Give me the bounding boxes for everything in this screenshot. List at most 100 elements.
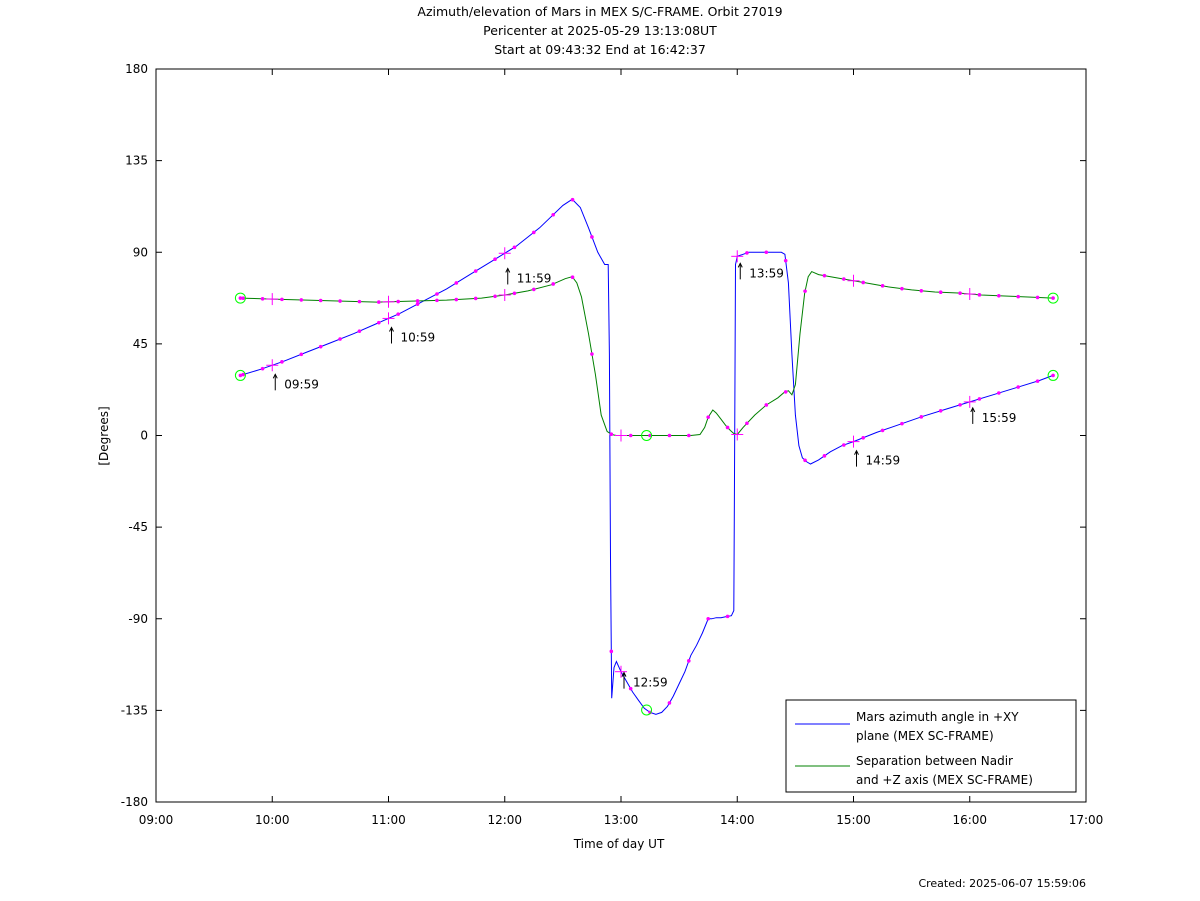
- chart-subtitle-start-end: Start at 09:43:32 End at 16:42:37: [494, 42, 706, 57]
- x-tick-label: 10:00: [255, 813, 290, 827]
- series-marker-separation: [725, 425, 730, 430]
- series-marker-azimuth: [842, 443, 846, 447]
- series-marker-azimuth: [570, 197, 575, 202]
- series-marker-separation: [590, 352, 594, 356]
- annotation-label: 10:59: [401, 330, 436, 344]
- series-marker-azimuth: [880, 428, 885, 433]
- series-marker-separation: [377, 300, 381, 304]
- series-marker-separation: [338, 299, 342, 303]
- series-marker-azimuth: [415, 302, 420, 306]
- series-marker-azimuth: [357, 329, 362, 333]
- endpoint-dot-azimuth: [238, 373, 243, 378]
- y-axis-label: [Degrees]: [97, 406, 111, 465]
- endpoint-circle-azimuth: [1047, 369, 1059, 381]
- series-marker-azimuth: [977, 397, 982, 401]
- series-marker-azimuth: [1035, 379, 1040, 383]
- series-marker-azimuth: [241, 372, 245, 377]
- y-tick-label: 135: [125, 154, 148, 168]
- series-marker-separation: [648, 433, 652, 438]
- series-marker-separation: [958, 291, 962, 295]
- series-marker-azimuth: [377, 320, 381, 325]
- series-marker-azimuth: [958, 403, 962, 407]
- series-marker-separation: [241, 296, 245, 300]
- chart-title: Azimuth/elevation of Mars in MEX S/C-FRA…: [417, 4, 783, 19]
- marker-layer: [234, 197, 1059, 716]
- series-marker-azimuth: [783, 258, 788, 263]
- series-marker-azimuth: [725, 614, 730, 619]
- series-marker-separation: [667, 433, 672, 438]
- series-marker-azimuth: [435, 292, 439, 296]
- series-marker-azimuth: [493, 257, 497, 262]
- annotation-label: 13:59: [749, 266, 784, 280]
- annotation-label: 11:59: [517, 271, 552, 285]
- series-marker-separation: [900, 286, 904, 291]
- legend-label-separation-line1: Separation between Nadir: [856, 754, 1013, 768]
- series-marker-azimuth: [299, 352, 304, 357]
- legend-label-azimuth-line2: plane (MEX SC-FRAME): [856, 729, 994, 743]
- series-marker-azimuth: [919, 415, 924, 419]
- series-marker-azimuth: [532, 230, 536, 235]
- y-tick-label: 180: [125, 62, 148, 76]
- x-tick-label: 15:00: [836, 813, 871, 827]
- series-marker-azimuth: [338, 337, 342, 341]
- y-tick-label: 0: [140, 429, 148, 443]
- series-marker-separation: [454, 297, 459, 302]
- series-marker-azimuth: [687, 659, 691, 663]
- series-marker-azimuth: [609, 649, 614, 654]
- series-marker-separation: [783, 390, 788, 394]
- series-marker-azimuth: [822, 454, 827, 458]
- series-marker-separation: [687, 433, 691, 438]
- x-tick-label: 11:00: [371, 813, 406, 827]
- y-tick-label: -45: [128, 520, 148, 534]
- endpoint-dot-azimuth: [1051, 373, 1055, 378]
- series-marker-separation: [435, 298, 439, 303]
- series-marker-separation: [880, 284, 885, 288]
- series-marker-separation: [357, 299, 362, 304]
- series-marker-separation: [745, 421, 749, 426]
- series-marker-azimuth: [667, 701, 672, 705]
- endpoint-circle-azimuth: [234, 369, 246, 381]
- pericenter-circle-separation: [641, 430, 653, 441]
- x-tick-label: 09:00: [139, 813, 174, 827]
- series-marker-separation: [706, 415, 710, 419]
- legend-label-azimuth-line1: Mars azimuth angle in +XY: [856, 710, 1019, 724]
- annotation-label: 15:59: [982, 411, 1017, 425]
- series-layer: [240, 198, 1054, 715]
- series-marker-separation: [803, 289, 807, 293]
- annotation-layer: 09:59 10:59 11:59 12:59 13:59 14:59 15:59: [272, 262, 1017, 690]
- y-tick-label: -180: [121, 795, 148, 809]
- series-marker-separation: [570, 275, 575, 279]
- x-tick-label: 16:00: [952, 813, 987, 827]
- annotation-arrowhead: [970, 406, 976, 413]
- series-marker-azimuth: [706, 616, 710, 621]
- series-marker-separation: [977, 293, 982, 297]
- series-marker-separation: [1035, 295, 1040, 300]
- series-marker-azimuth: [454, 281, 459, 285]
- series-marker-azimuth: [1016, 385, 1020, 389]
- x-tick-label: 12:00: [487, 813, 522, 827]
- axes: 09:00 10:00 11:00 12:00 13:00 14:00 15:00 16:00…: [121, 62, 1104, 827]
- endpoint-dot-separation: [238, 296, 243, 300]
- series-marker-azimuth: [861, 435, 865, 440]
- series-marker-separation: [512, 291, 517, 296]
- series-marker-separation: [493, 294, 497, 299]
- series-marker-azimuth: [997, 391, 1001, 395]
- endpoint-dot-separation: [1051, 296, 1055, 300]
- series-marker-separation: [628, 433, 633, 438]
- series-marker-azimuth: [590, 235, 594, 239]
- series-marker-separation: [919, 288, 924, 293]
- series-marker-separation: [415, 299, 420, 303]
- x-tick-label: 17:00: [1069, 813, 1104, 827]
- annotation-label: 09:59: [284, 377, 319, 391]
- annotation-arrowhead: [737, 262, 743, 268]
- series-marker-separation: [764, 403, 769, 407]
- series-marker-azimuth: [900, 421, 904, 426]
- series-marker-separation: [551, 282, 555, 286]
- series-marker-separation: [822, 273, 827, 278]
- series-marker-azimuth: [512, 245, 517, 250]
- legend: Mars azimuth angle in +XY plane (MEX SC-…: [785, 699, 1077, 793]
- series-line-azimuth: [240, 198, 1054, 715]
- annotation-label: 12:59: [633, 676, 668, 690]
- series-marker-azimuth: [260, 366, 265, 371]
